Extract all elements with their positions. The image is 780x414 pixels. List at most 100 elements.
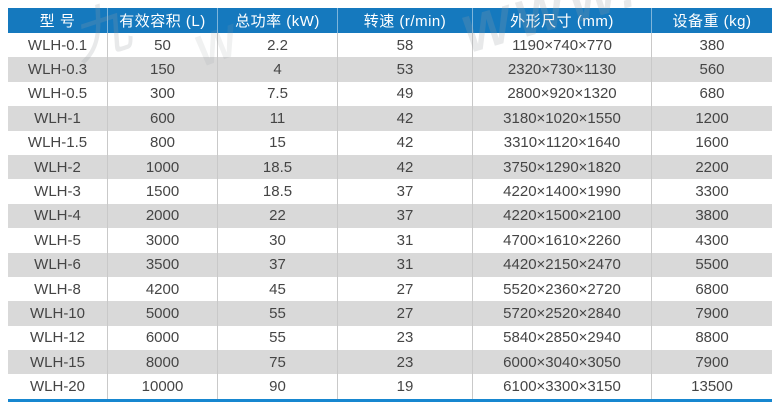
table-row: WLH-12 6000 55 23 5840×2850×2940 8800 — [8, 325, 772, 351]
cell-power: 45 — [218, 276, 338, 302]
cell-weight: 5500 — [695, 256, 729, 274]
cell-power: 55 — [218, 301, 338, 326]
cell-speed: 27 — [338, 276, 473, 302]
cell-model: WLH-4 — [8, 203, 108, 229]
cell-volume: 1500 — [108, 179, 218, 204]
cell-weight: 3800 — [695, 207, 729, 225]
table-row: WLH-2 1000 18.5 42 3750×1290×1820 2200 — [8, 154, 772, 180]
cell-volume: 50 — [108, 33, 218, 58]
cell-dimensions: 4220×1400×1990 — [473, 179, 652, 204]
table-row: WLH-5 3000 30 31 4700×1610×2260 4300 — [8, 228, 772, 253]
cell-model: WLH-10 — [8, 301, 108, 326]
cell-power: 15 — [218, 130, 338, 155]
cell-power: 22 — [218, 203, 338, 229]
cell-model: WLH-0.1 — [8, 33, 108, 58]
table-row: WLH-3 1500 18.5 37 4220×1400×1990 3300 — [8, 179, 772, 204]
cell-speed: 42 — [338, 106, 473, 131]
cell-volume: 4200 — [108, 276, 218, 302]
table-row: WLH-1.5 800 15 42 3310×1120×1640 1600 — [8, 130, 772, 155]
cell-dimensions: 4700×1610×2260 — [473, 228, 652, 253]
table-row: WLH-0.3 150 4 53 2320×730×1130 560 — [8, 57, 772, 82]
table-header-row: 型 号 有效容积 (L) 总功率 (kW) 转速 (r/min) 外形尺寸 (m… — [8, 8, 772, 33]
cell-volume: 3500 — [108, 252, 218, 277]
cell-dimensions: 3180×1020×1550 — [473, 106, 652, 131]
column-header-dimensions: 外形尺寸 (mm) — [473, 8, 652, 33]
cell-volume: 600 — [108, 106, 218, 131]
cell-volume: 150 — [108, 57, 218, 82]
cell-weight: 4300 — [695, 231, 729, 249]
cell-speed: 23 — [338, 325, 473, 351]
cell-model: WLH-8 — [8, 276, 108, 302]
cell-weight: 2200 — [695, 158, 729, 176]
cell-volume: 3000 — [108, 228, 218, 253]
cell-dimensions: 5840×2850×2940 — [473, 325, 652, 351]
cell-speed: 23 — [338, 350, 473, 375]
cell-model: WLH-1.5 — [8, 130, 108, 155]
cell-speed: 37 — [338, 179, 473, 204]
cell-dimensions: 4420×2150×2470 — [473, 252, 652, 277]
cell-model: WLH-5 — [8, 228, 108, 253]
table-row: WLH-8 4200 45 27 5520×2360×2720 6800 — [8, 276, 772, 302]
table-row: WLH-20 10000 90 19 6100×3300×3150 13500 — [8, 374, 772, 399]
cell-dimensions: 5720×2520×2840 — [473, 301, 652, 326]
cell-weight: 7900 — [695, 353, 729, 371]
cell-model: WLH-12 — [8, 325, 108, 351]
cell-weight: 6800 — [695, 280, 729, 298]
cell-power: 37 — [218, 252, 338, 277]
cell-dimensions: 5520×2360×2720 — [473, 276, 652, 302]
cell-power: 18.5 — [218, 154, 338, 180]
cell-speed: 37 — [338, 203, 473, 229]
cell-power: 2.2 — [218, 33, 338, 58]
cell-power: 18.5 — [218, 179, 338, 204]
cell-model: WLH-20 — [8, 374, 108, 399]
cell-weight: 3300 — [695, 183, 729, 201]
cell-speed: 53 — [338, 57, 473, 82]
cell-speed: 31 — [338, 252, 473, 277]
cell-speed: 58 — [338, 33, 473, 58]
table-row: WLH-4 2000 22 37 4220×1500×2100 3800 — [8, 203, 772, 229]
cell-speed: 27 — [338, 301, 473, 326]
table-row: WLH-15 8000 75 23 6000×3040×3050 7900 — [8, 350, 772, 375]
cell-volume: 10000 — [108, 374, 218, 399]
cell-volume: 800 — [108, 130, 218, 155]
table-row: WLH-0.1 50 2.2 58 1190×740×770 380 — [8, 33, 772, 58]
cell-model: WLH-15 — [8, 350, 108, 375]
cell-dimensions: 2320×730×1130 — [473, 57, 652, 82]
cell-power: 55 — [218, 325, 338, 351]
cell-model: WLH-2 — [8, 154, 108, 180]
cell-volume: 1000 — [108, 154, 218, 180]
cell-dimensions: 3310×1120×1640 — [473, 130, 652, 155]
cell-speed: 42 — [338, 154, 473, 180]
cell-speed: 49 — [338, 81, 473, 107]
column-header-speed: 转速 (r/min) — [338, 8, 473, 33]
cell-power: 30 — [218, 228, 338, 253]
cell-dimensions: 4220×1500×2100 — [473, 203, 652, 229]
cell-power: 4 — [218, 57, 338, 82]
cell-power: 75 — [218, 350, 338, 375]
cell-model: WLH-1 — [8, 106, 108, 131]
table-row: WLH-1 600 11 42 3180×1020×1550 1200 — [8, 106, 772, 131]
cell-model: WLH-3 — [8, 179, 108, 204]
cell-power: 7.5 — [218, 81, 338, 107]
cell-speed: 31 — [338, 228, 473, 253]
cell-weight: 560 — [699, 61, 725, 79]
cell-model: WLH-0.5 — [8, 81, 108, 107]
cell-dimensions: 6000×3040×3050 — [473, 350, 652, 375]
cell-weight: 13500 — [691, 378, 733, 396]
product-spec-table: 型 号 有效容积 (L) 总功率 (kW) 转速 (r/min) 外形尺寸 (m… — [8, 8, 772, 402]
table-row: WLH-10 5000 55 27 5720×2520×2840 7900 — [8, 301, 772, 326]
column-header-weight: 设备重 (kg) — [672, 13, 752, 30]
cell-power: 90 — [218, 374, 338, 399]
cell-speed: 19 — [338, 374, 473, 399]
cell-weight: 1200 — [695, 109, 729, 127]
cell-dimensions: 1190×740×770 — [473, 33, 652, 58]
cell-model: WLH-6 — [8, 252, 108, 277]
cell-dimensions: 6100×3300×3150 — [473, 374, 652, 399]
cell-volume: 2000 — [108, 203, 218, 229]
column-header-power: 总功率 (kW) — [218, 8, 338, 33]
cell-volume: 6000 — [108, 325, 218, 351]
cell-dimensions: 3750×1290×1820 — [473, 154, 652, 180]
cell-volume: 5000 — [108, 301, 218, 326]
table-body: WLH-0.1 50 2.2 58 1190×740×770 380 WLH-0.3 150 4… — [8, 33, 772, 402]
cell-weight: 1600 — [695, 134, 729, 152]
